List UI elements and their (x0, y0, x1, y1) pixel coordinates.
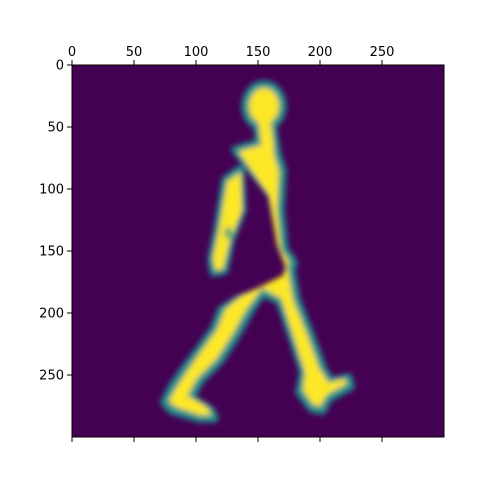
y-tick-label: 100 (39, 183, 64, 198)
x-tick-label: 200 (308, 45, 333, 60)
x-tick-label: 150 (246, 45, 271, 60)
y-tick-label: 200 (39, 307, 64, 322)
x-tick-label: 100 (184, 45, 209, 60)
x-axis-ticks: 0 50 100 150 200 250 (68, 45, 395, 65)
y-tick-label: 150 (39, 245, 64, 260)
y-tick-label: 0 (56, 59, 64, 74)
silhouette-core (169, 88, 347, 415)
y-axis-ticks: 0 50 100 150 200 250 (39, 59, 72, 384)
x-tick-label: 250 (370, 45, 395, 60)
x-tick-label: 0 (68, 45, 76, 60)
x-axis-bottom-ticks (71, 437, 383, 442)
y-tick-label: 50 (47, 121, 64, 136)
x-tick-label: 50 (126, 45, 143, 60)
y-tick-label: 250 (39, 369, 64, 384)
walking-person-silhouette (160, 80, 355, 423)
hand-detail (224, 227, 232, 239)
